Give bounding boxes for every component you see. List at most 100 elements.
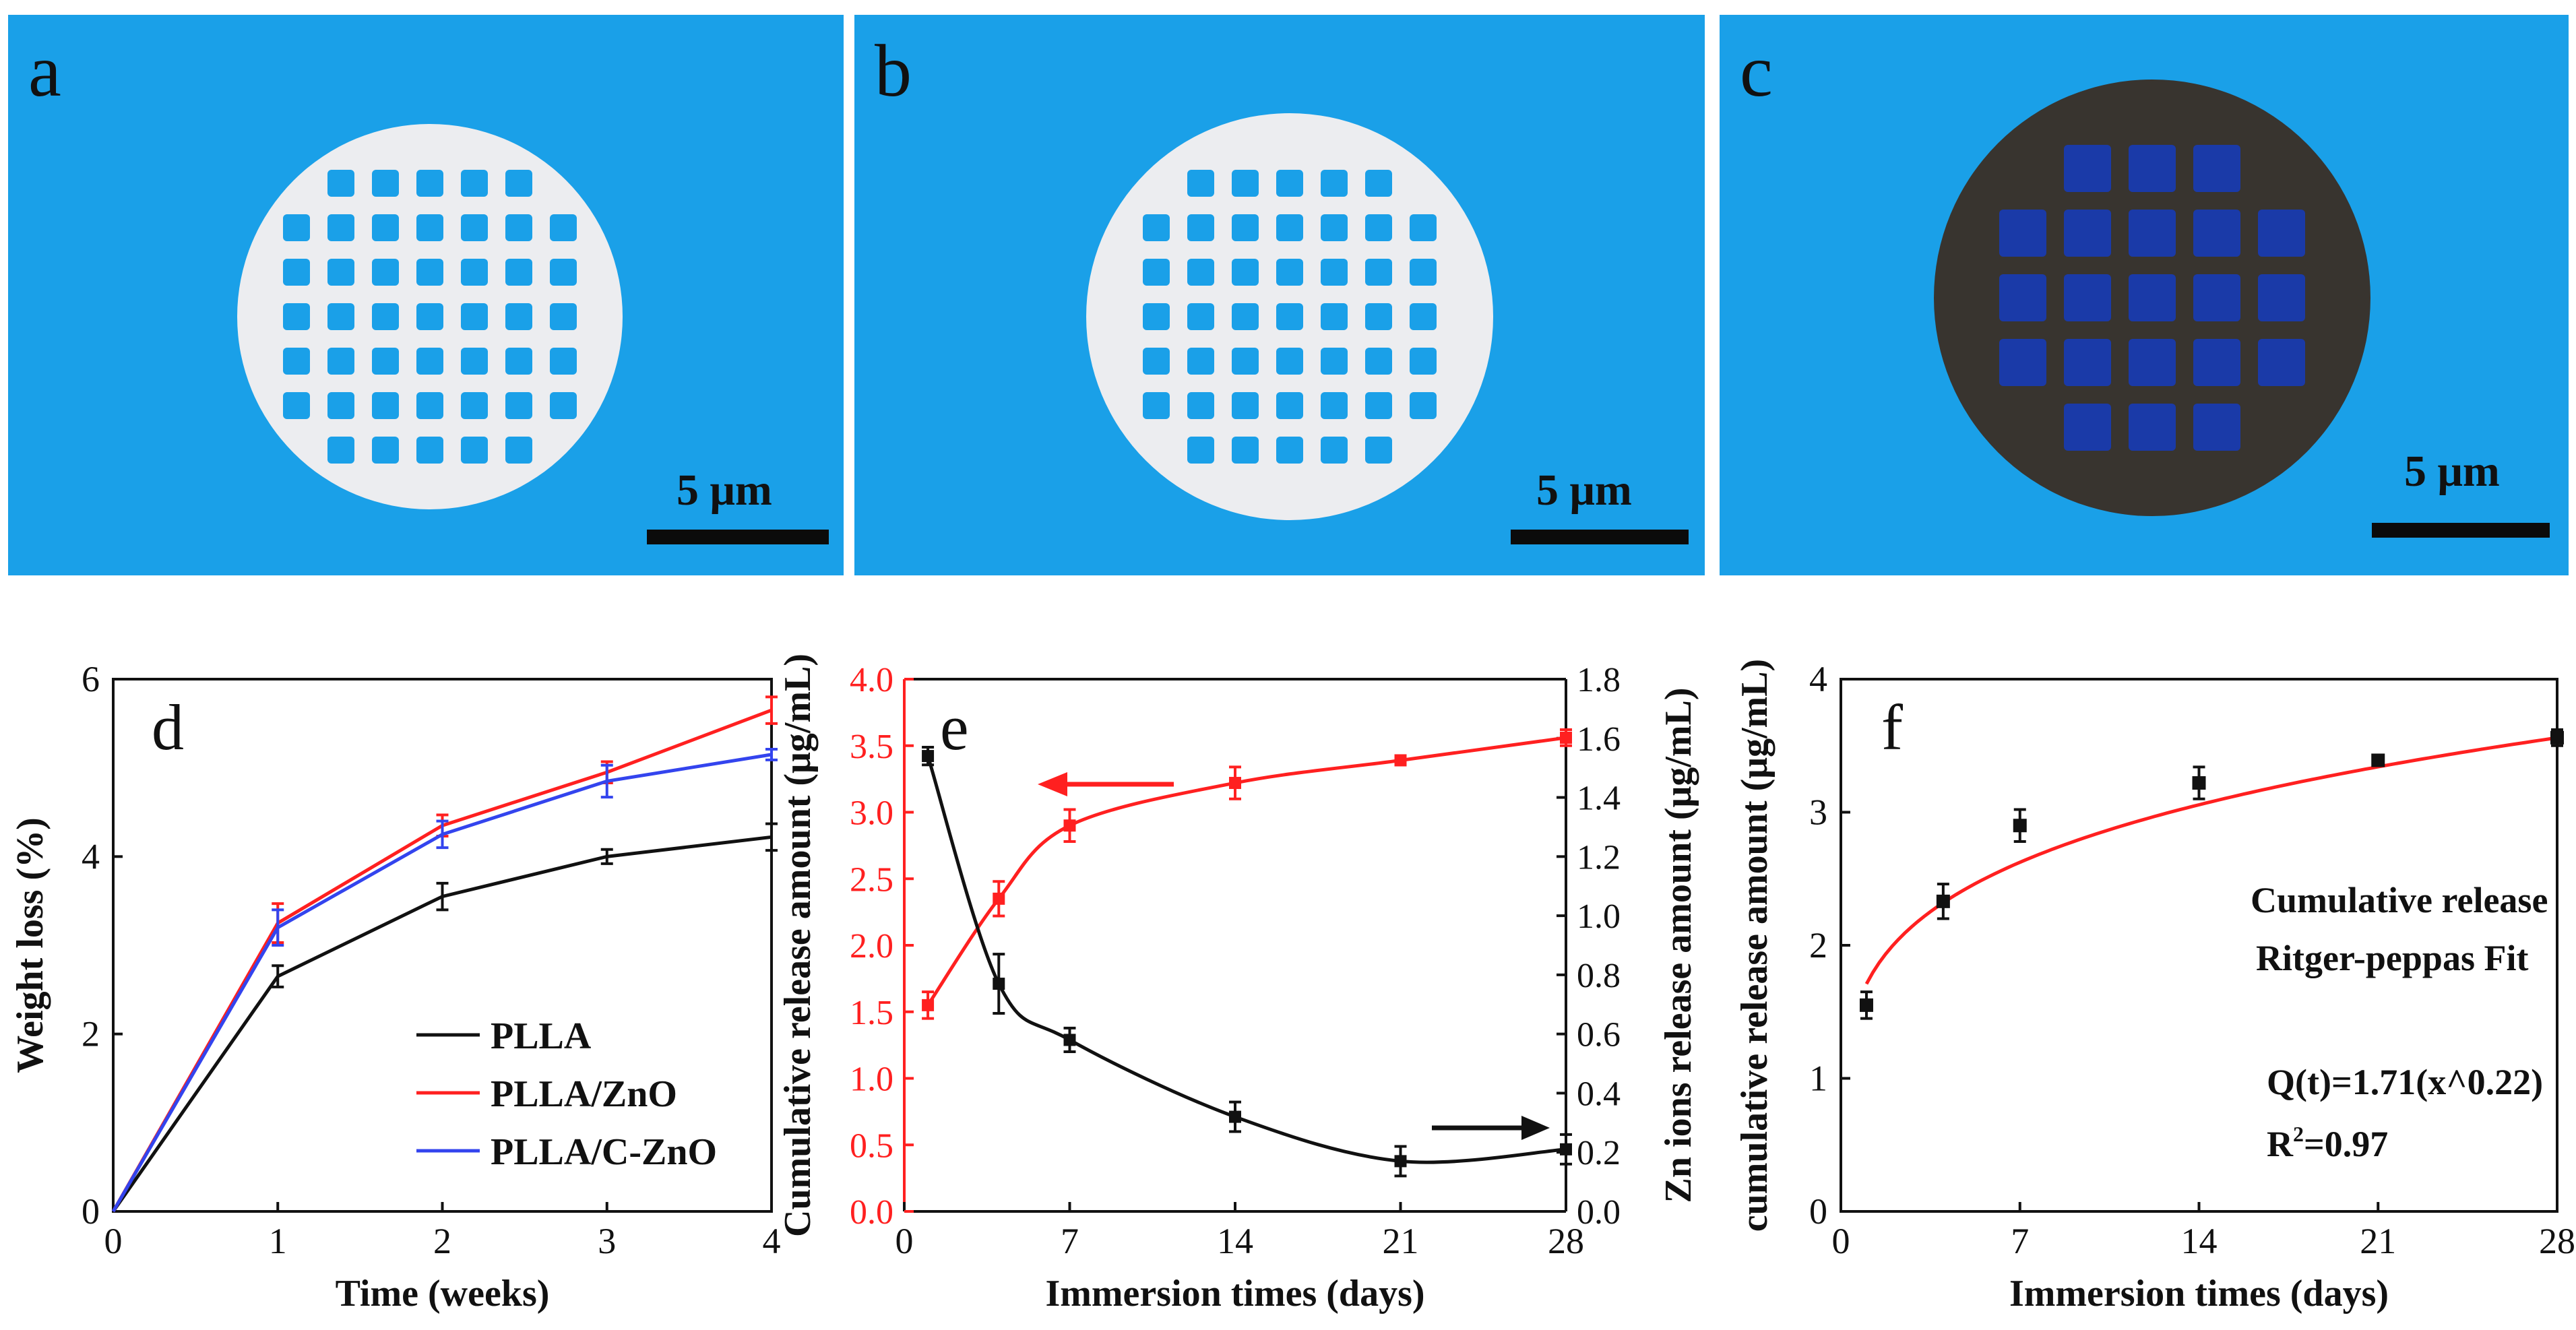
scaffold-pore (416, 437, 443, 464)
photo-panel-b: b 5 μm (854, 15, 1705, 575)
scaffold-pore (327, 214, 354, 241)
chart-d-xlabel: Time (weeks) (336, 1273, 550, 1315)
scaffold-pore (283, 348, 310, 375)
chart-e-ytick-label: 2.0 (850, 927, 893, 965)
chart-d-ytick-label: 6 (82, 659, 100, 699)
scaffold-pore (2129, 145, 2176, 192)
scale-label-a: 5 μm (677, 466, 772, 515)
scaffold-pore (1365, 303, 1392, 330)
chart-f-point (2013, 819, 2027, 833)
scaffold-pore (461, 348, 488, 375)
chart-f-point (2192, 776, 2206, 790)
scaffold-pore (416, 348, 443, 375)
chart-e-series-line (926, 736, 1567, 1007)
scaffold-pore (327, 259, 354, 286)
scaffold-pore (1232, 259, 1259, 286)
scaffold-pore (2258, 339, 2305, 386)
scaffold-pore (1999, 339, 2046, 386)
scaffold-pore (1410, 392, 1437, 419)
scaffold-pore (505, 214, 532, 241)
scaffold-pore (505, 437, 532, 464)
chart-e-y2tick-label: 0.8 (1577, 957, 1621, 995)
scaffold-pore (2193, 145, 2240, 192)
chart-e-xtick-label: 7 (1061, 1221, 1079, 1261)
chart-e-point (1063, 819, 1076, 832)
scaffold-pore (1276, 303, 1303, 330)
scaffold-pore (1410, 214, 1437, 241)
chart-e-y2tick-label: 0.6 (1577, 1016, 1621, 1054)
chart-e: 0 7 14 21 280.00.51.01.52.02.53.03.54.00.00.… (777, 654, 1699, 1315)
chart-f-xlabel: Immersion times (days) (2009, 1273, 2389, 1315)
chart-f-xtick-label: 21 (2360, 1221, 2396, 1261)
scaffold-pore (416, 392, 443, 419)
scaffold-pore (1143, 348, 1170, 375)
scaffold-pore (1365, 214, 1392, 241)
scaffold-image-c (1934, 80, 2370, 516)
chart-d-legend-label: PLLA/ZnO (491, 1073, 677, 1115)
chart-e-series-line (926, 755, 1567, 1164)
scaffold-pore (1410, 348, 1437, 375)
scaffold-pore (2064, 339, 2111, 386)
scaffold-pore (1321, 437, 1348, 464)
scaffold-pore (2193, 404, 2240, 451)
scaffold-pore (1276, 437, 1303, 464)
scaffold-pore (550, 348, 577, 375)
chart-e-ytick-label: 2.5 (850, 860, 893, 899)
chart-e-ytick-label: 3.5 (850, 728, 893, 766)
chart-e-point (993, 978, 1005, 990)
chart-e-point (993, 892, 1005, 905)
scaffold-pore (372, 303, 399, 330)
chart-f-annotation-line1: Cumulative release (2251, 880, 2548, 920)
scaffold-pore (1321, 259, 1348, 286)
scaffold-pore (416, 303, 443, 330)
chart-e-right-arrow-head (1521, 1116, 1550, 1140)
scaffold-pore (2064, 274, 2111, 321)
scale-label-c: 5 μm (2404, 447, 2500, 496)
scaffold-pore (550, 303, 577, 330)
chart-f-ylabel: cumulative release amount (μg/mL) (1734, 659, 1776, 1232)
scaffold-pore (283, 259, 310, 286)
scaffold-pore (416, 214, 443, 241)
scaffold-pore (1232, 303, 1259, 330)
scaffold-pore (1321, 348, 1348, 375)
chart-d-xtick-label: 1 (269, 1221, 287, 1261)
scaffold-pore (1410, 259, 1437, 286)
chart-e-ytick-label: 3.0 (850, 794, 893, 833)
chart-e-y2tick-label: 1.8 (1577, 661, 1621, 699)
scale-bar-b (1511, 530, 1689, 544)
chart-e-left-arrow-head (1038, 772, 1067, 796)
chart-e-y2tick-label: 1.4 (1577, 780, 1621, 818)
scaffold-image-b (1086, 113, 1493, 520)
scaffold-pore (1232, 214, 1259, 241)
scaffold-pore (2129, 210, 2176, 257)
scaffold-pore (416, 259, 443, 286)
chart-e-point (1394, 1155, 1407, 1168)
scaffold-pore (1365, 392, 1392, 419)
chart-e-point (1560, 1143, 1572, 1155)
scaffold-pore (505, 303, 532, 330)
chart-e-point (1229, 1110, 1241, 1123)
chart-e-xlabel: Immersion times (days) (1045, 1273, 1424, 1315)
scaffold-pore (372, 214, 399, 241)
scaffold-image-a (237, 124, 623, 509)
scaffold-pore (461, 437, 488, 464)
chart-e-ylabel: Cumulative release amount (μg/mL) (777, 654, 819, 1237)
scaffold-pore (1187, 259, 1214, 286)
scaffold-pore (327, 170, 354, 197)
scaffold-pore (2129, 274, 2176, 321)
scaffold-pore (461, 303, 488, 330)
scaffold-pore (327, 303, 354, 330)
panel-label-b: b (875, 30, 912, 112)
scaffold-pore (2193, 210, 2240, 257)
scaffold-pore (2129, 339, 2176, 386)
chart-f-ytick-label: 2 (1809, 925, 1827, 965)
scaffold-pore (2064, 404, 2111, 451)
chart-e-y2tick-label: 1.0 (1577, 897, 1621, 936)
scaffold-pore (1232, 437, 1259, 464)
chart-f-annotation-line2: Ritger-peppas Fit (2256, 938, 2528, 978)
scaffold-pore (1999, 274, 2046, 321)
chart-d-panel-label: d (152, 691, 184, 763)
scaffold-pore (1232, 170, 1259, 197)
chart-f-point (2550, 730, 2564, 745)
